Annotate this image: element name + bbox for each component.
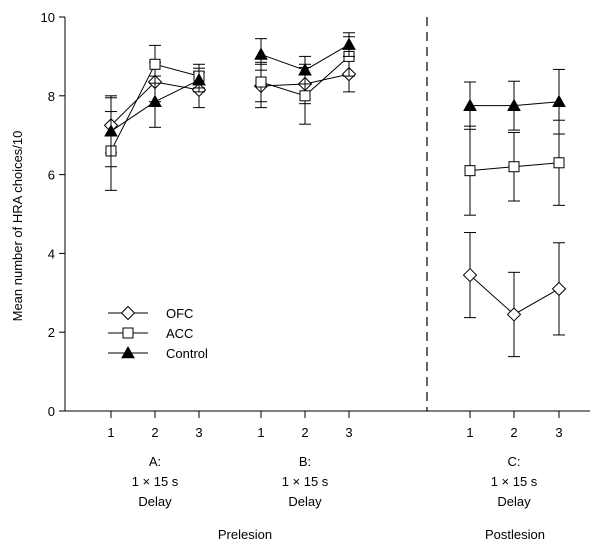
legend-marker-ofc — [120, 305, 136, 321]
data-point-ofc — [462, 267, 478, 283]
data-point-acc — [255, 76, 267, 88]
data-point-acc — [464, 165, 476, 177]
x-tick-label: 3 — [555, 425, 562, 440]
legend-marker-acc — [122, 327, 134, 339]
data-point-ofc — [506, 307, 522, 322]
x-tick-label: 3 — [345, 425, 352, 440]
group-label-a: A: — [149, 454, 161, 469]
group-label-c: 1 × 15 s — [491, 474, 538, 489]
series-acc — [105, 36, 565, 216]
legend: OFC ACC Control — [108, 305, 208, 361]
y-tick-label: 4 — [48, 246, 55, 261]
y-tick-label: 6 — [48, 168, 55, 183]
group-label-c: Delay — [497, 494, 531, 509]
legend-label-ofc: OFC — [166, 306, 193, 321]
data-point-acc — [508, 161, 520, 173]
phase-label-prelesion: Prelesion — [218, 527, 272, 542]
data-point-acc — [553, 157, 565, 169]
data-point-control — [254, 47, 268, 60]
data-point-control — [148, 94, 162, 108]
group-label-c: C: — [508, 454, 521, 469]
y-axis-title: Mean number of HRA choices/10 — [10, 131, 25, 322]
x-axis-labels: 1 2 3 A: 1 × 15 s Delay 1 2 3 B: 1 × 15 s Delay 1 2 3 C… — [107, 411, 563, 542]
y-tick-label: 2 — [48, 325, 55, 340]
data-point-control — [192, 73, 206, 86]
group-label-b: 1 × 15 s — [282, 474, 329, 489]
series-control — [104, 32, 566, 168]
series-layer — [103, 32, 567, 358]
data-point-ofc — [551, 281, 567, 297]
x-tick-label: 2 — [151, 425, 158, 440]
data-point-control — [552, 94, 566, 108]
y-tick-label: 8 — [48, 89, 55, 104]
axes: 0 2 4 6 8 10 — [41, 10, 590, 419]
group-label-a: Delay — [138, 494, 172, 509]
data-point-acc — [299, 90, 311, 102]
data-point-control — [507, 98, 521, 111]
group-label-b: B: — [299, 454, 311, 469]
data-point-control — [104, 124, 118, 137]
x-tick-label: 1 — [257, 425, 264, 440]
x-tick-label: 3 — [195, 425, 202, 440]
y-tick-label: 10 — [41, 10, 55, 25]
legend-label-acc: ACC — [166, 326, 193, 341]
x-tick-label: 1 — [466, 425, 473, 440]
legend-label-control: Control — [166, 346, 208, 361]
data-point-control — [342, 37, 356, 50]
x-tick-label: 1 — [107, 425, 114, 440]
phase-label-postlesion: Postlesion — [485, 527, 545, 542]
legend-marker-control — [121, 345, 135, 359]
x-tick-label: 2 — [510, 425, 517, 440]
data-point-acc — [149, 58, 161, 70]
group-label-b: Delay — [288, 494, 322, 509]
x-tick-label: 2 — [301, 425, 308, 440]
y-tick-label: 0 — [48, 404, 55, 419]
data-point-control — [463, 98, 477, 111]
data-point-control — [298, 63, 312, 76]
group-label-a: 1 × 15 s — [132, 474, 179, 489]
